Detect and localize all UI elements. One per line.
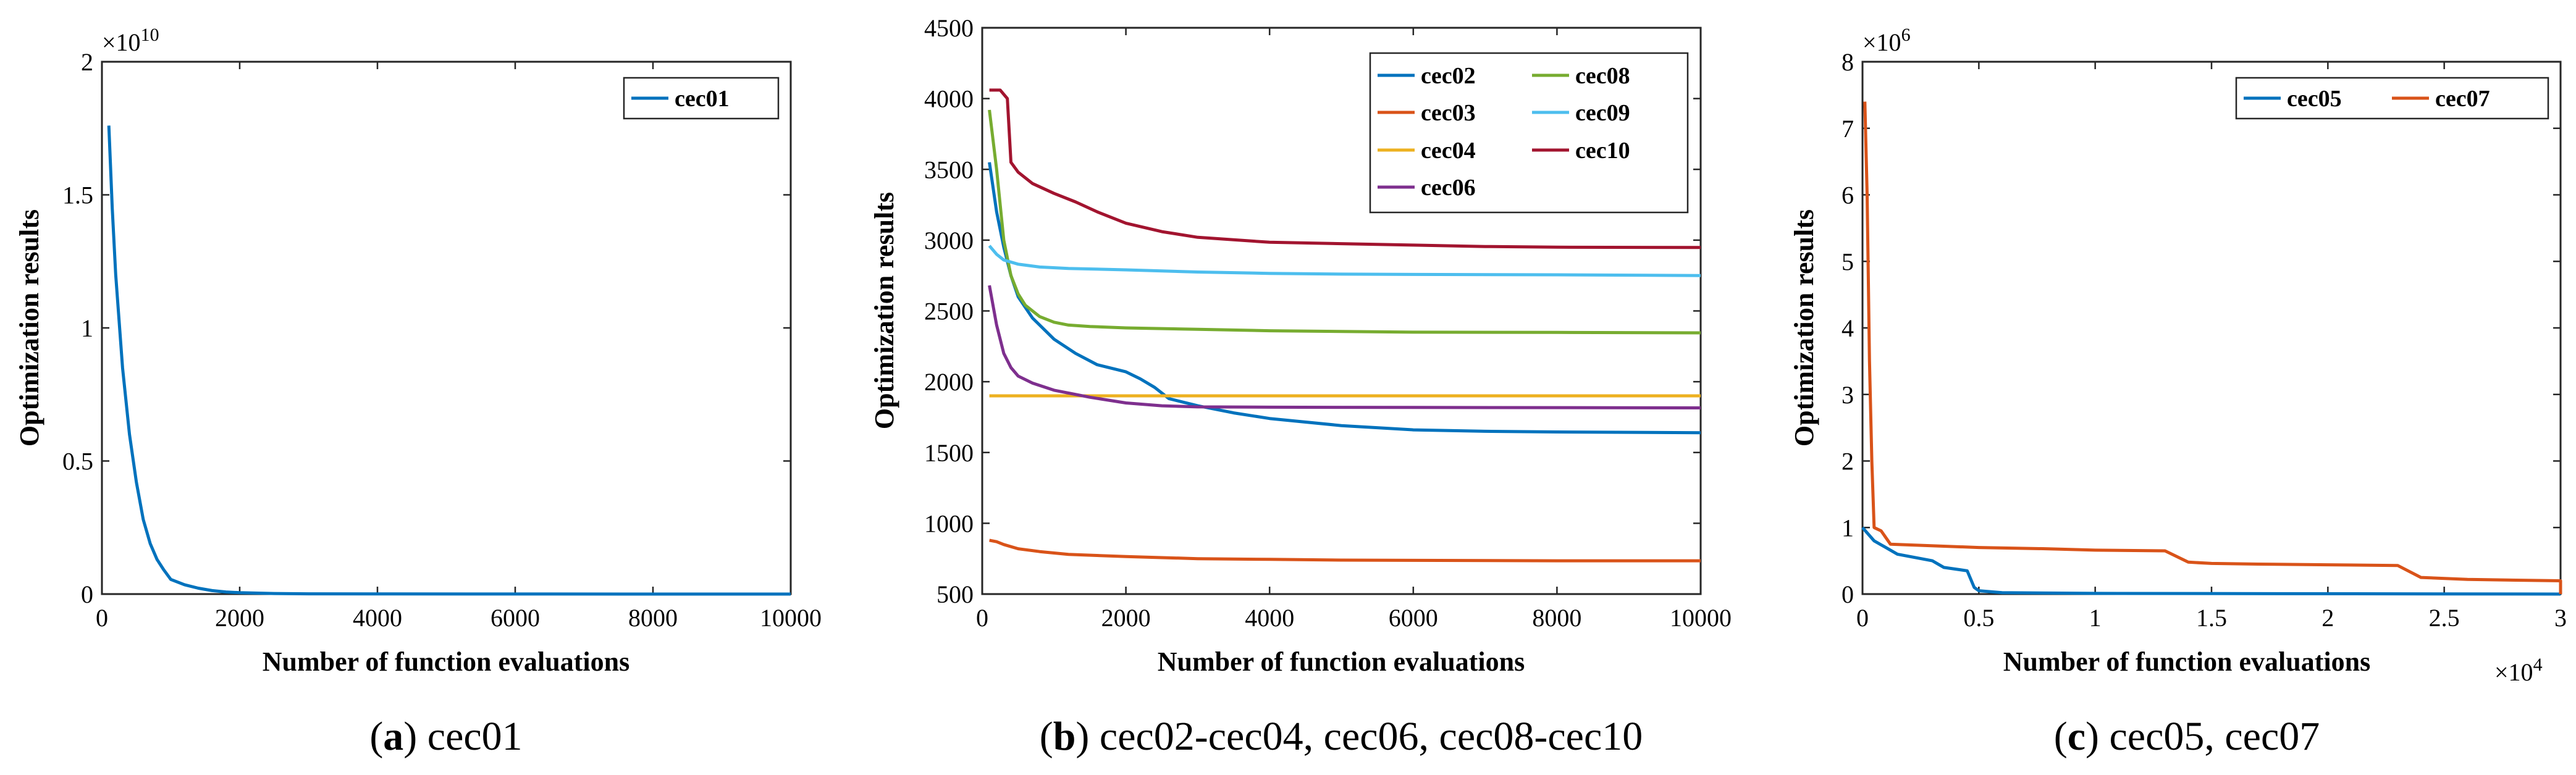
x-tick-label: 6000 [490,604,540,632]
series-lines [988,88,1701,563]
y-exponent-label: ×106 [1863,25,1911,56]
y-tick-label: 500 [937,580,974,608]
x-tick-label: 8000 [1532,604,1581,632]
x-axis-label: Number of function evaluations [1158,647,1525,677]
x-tick-label: 10000 [1670,604,1732,632]
y-tick-label: 1000 [924,509,974,537]
x-axis-label: Number of function evaluations [263,647,629,677]
panel-caption: (a) cec01 [369,714,522,759]
x-tick-label: 10000 [760,604,822,632]
y-axis-label: Optimization results [869,192,899,429]
x-tick-label: 4000 [353,604,402,632]
legend-label-cec08: cec08 [1575,63,1630,89]
legend-label-cec05: cec05 [2287,86,2342,112]
legend: cec05 cec07 [2235,77,2549,120]
x-tick-label: 1.5 [2196,604,2227,632]
series-line-cec09 [988,245,1701,277]
y-tick-label: 6 [1842,182,1854,209]
x-exponent-label: ×104 [2494,655,2543,686]
panel-caption: (c) cec05, cec07 [2054,714,2320,759]
series-line-cec06 [988,285,1701,409]
tick-marks [981,27,1702,595]
x-tick-labels: 0 2000 4000 6000 8000 10000 [96,604,822,632]
panel-caption: (b) cec02-cec04, cec06, cec08-cec10 [1040,714,1643,759]
y-tick-label: 2 [1842,448,1854,475]
panel-a: 0 2000 4000 6000 8000 10000 0 0.5 1 1.5 2 ×1010 N… [14,25,822,759]
x-tick-label: 8000 [628,604,678,632]
plot-frame [1861,61,2562,595]
y-tick-label: 0 [81,580,93,608]
x-tick-labels: 0 2000 4000 6000 8000 10000 [976,604,1732,632]
x-tick-label: 0 [1856,604,1869,632]
legend: cec01 [623,77,780,120]
y-tick-label: 0 [1842,580,1854,608]
x-tick-label: 2.5 [2429,604,2460,632]
y-axis-label: Optimization results [14,209,44,446]
y-tick-label: 1.5 [62,182,93,209]
legend-box [1369,52,1689,214]
series-line-cec01 [107,125,791,596]
series-line-cec10 [989,88,1701,249]
y-tick-label: 4 [1842,314,1854,342]
legend-label-cec09: cec09 [1575,100,1630,126]
x-tick-label: 6000 [1389,604,1438,632]
y-tick-label: 4000 [924,85,974,113]
y-tick-label: 8 [1842,48,1854,76]
y-tick-label: 7 [1842,115,1854,143]
legend: cec02 cec03 cec04 cec06 cec08 cec09 cec1… [1369,52,1689,214]
series-lines [1861,101,2562,596]
x-tick-label: 2000 [215,604,264,632]
legend-label-cec10: cec10 [1575,138,1630,164]
y-tick-labels: 0 0.5 1 1.5 2 [62,48,93,608]
y-tick-label: 4500 [924,14,974,42]
y-tick-label: 0.5 [62,448,93,475]
x-tick-label: 0 [976,604,988,632]
y-tick-label: 1 [1842,514,1854,542]
series-line-cec07 [1863,101,2562,595]
y-tick-label: 3500 [924,156,974,183]
x-tick-label: 0.5 [1963,604,1994,632]
x-tick-label: 2 [2321,604,2334,632]
legend-label-cec02: cec02 [1421,63,1476,89]
y-tick-label: 2000 [924,368,974,396]
legend-label-cec04: cec04 [1421,138,1476,164]
x-tick-label: 3 [2554,604,2567,632]
y-axis-label: Optimization results [1789,209,1819,446]
x-tick-label: 4000 [1245,604,1294,632]
panel-c: 0 0.5 1 1.5 2 2.5 3 0 1 2 3 4 5 6 7 8 ×106 ×104 Number… [1789,25,2567,759]
series-line-cec05 [1861,526,2561,596]
legend-label-cec07: cec07 [2435,86,2490,112]
panel-b: 0 2000 4000 6000 8000 10000 500 1000 1500 2000 25… [869,14,1732,759]
plot-frame [101,61,792,595]
y-tick-label: 3 [1842,381,1854,409]
series-lines [107,125,791,596]
y-tick-labels: 0 1 2 3 4 5 6 7 8 [1842,48,1854,608]
y-tick-label: 3000 [924,227,974,254]
x-tick-label: 0 [96,604,108,632]
legend-label-cec06: cec06 [1421,175,1476,201]
y-tick-label: 2 [81,48,93,76]
series-line-cec03 [989,538,1701,563]
legend-label-cec03: cec03 [1421,100,1476,126]
y-tick-labels: 500 1000 1500 2000 2500 3000 3500 4000 4500 [924,14,974,608]
x-tick-label: 2000 [1101,604,1151,632]
x-axis-label: Number of function evaluations [2003,647,2370,677]
x-tick-label: 1 [2089,604,2102,632]
y-exponent-label: ×1010 [102,25,159,56]
y-tick-label: 5 [1842,248,1854,275]
y-tick-label: 1500 [924,439,974,467]
x-tick-labels: 0 0.5 1 1.5 2 2.5 3 [1856,604,2567,632]
y-tick-label: 2500 [924,298,974,325]
series-line-cec08 [988,109,1701,335]
y-tick-label: 1 [81,314,93,342]
legend-label-cec01: cec01 [675,86,730,112]
